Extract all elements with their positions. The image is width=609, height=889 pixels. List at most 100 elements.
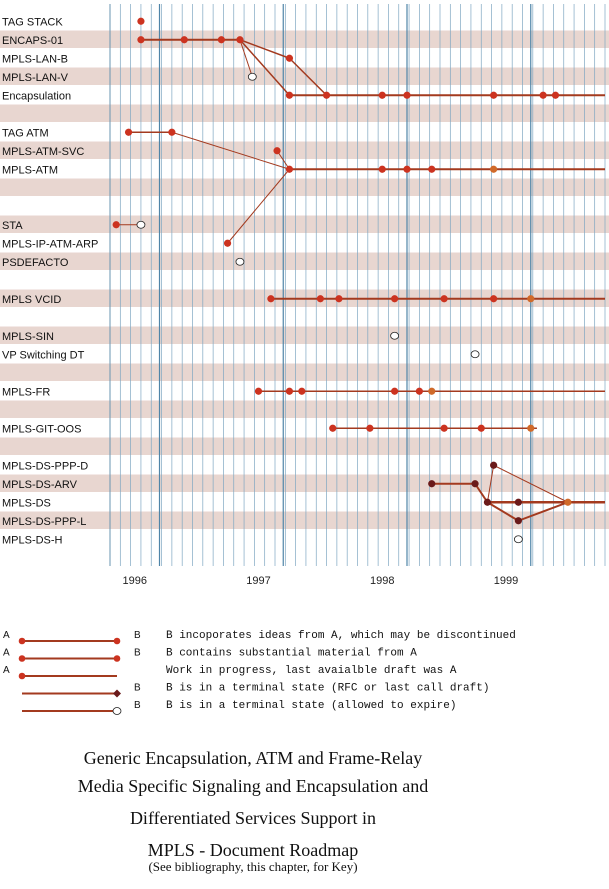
red-point [322,91,331,99]
row-label: STA [2,220,23,232]
row-label: MPLS VCID [2,294,61,306]
row-label: MPLS-IP-ATM-ARP [2,238,98,250]
open-point [235,257,245,266]
row-label: MPLS-DS-ARV [2,479,78,491]
orange-point [490,165,498,173]
red-point [477,424,485,432]
row-label: MPLS-FR [2,386,50,398]
row-label: TAG ATM [2,127,49,139]
red-point [316,295,324,303]
row-stripe [0,474,609,492]
connector-line [239,39,253,77]
open-point [390,331,400,340]
key-description: B incoporates ideas from A, which may be… [166,630,516,642]
caption-line-2: Media Specific Signaling and Encapsulati… [77,776,429,796]
connector-line [493,464,569,503]
red-point [378,165,386,173]
red-point [428,165,436,173]
caption-note: (See bibliography, this chapter, for Key… [148,859,358,874]
grid-lines [109,4,606,566]
key-description: Work in progress, last avaialble draft w… [166,665,457,677]
x-tick-label: 1998 [370,575,394,587]
dark-point [514,517,522,525]
row-label: MPLS-DS-H [2,534,63,546]
row-labels: TAG STACK ENCAPS-01 MPLS-LAN-B MPLS-LAN-V En… [2,16,98,546]
row-label: PSDEFACTO [2,257,69,269]
row-stripe [0,104,609,122]
red-point [236,36,244,44]
red-point [403,91,411,99]
row-label: VP Switching DT [2,349,85,361]
red-point [137,36,145,44]
red-point [329,424,337,432]
red-point [391,295,399,303]
key-description: B is in a terminal state (allowed to exp… [166,700,456,712]
row-stripe [0,252,609,270]
red-point [254,387,263,395]
connector-line [239,39,290,96]
milestone-points [112,17,572,544]
row-stripe [0,437,609,455]
connector-lines [116,39,569,522]
key-end-diamond [113,689,121,698]
x-tick-label: 1999 [494,575,518,587]
row-stripe [0,178,609,196]
row-stripe [0,30,609,48]
connector-line [486,501,519,522]
x-tick-label: 1996 [123,575,147,587]
red-point [124,128,133,136]
connector-line [288,57,328,96]
dark-point [514,498,522,506]
connector-line [474,483,489,503]
row-label: MPLS-LAN-B [2,53,68,65]
open-point [470,350,480,359]
key-b-label: B [134,630,141,641]
key-end-point [113,637,121,645]
red-point [415,387,423,395]
red-point [551,91,560,99]
caption: Generic Encapsulation, ATM and Frame-Rel… [77,748,429,874]
red-point [168,128,176,136]
connector-line [518,501,569,522]
red-point [539,91,547,99]
red-point [273,147,281,155]
row-stripe [0,67,609,85]
caption-line-4: MPLS - Document Roadmap [147,840,359,860]
red-point [285,54,294,62]
key-a-label: A [3,665,10,676]
connector-line [486,465,495,503]
row-stripe [0,400,609,418]
red-point [112,221,120,229]
row-label: MPLS-DS-PPP-D [2,460,88,472]
caption-line-1: Generic Encapsulation, ATM and Frame-Rel… [83,748,423,768]
key-b-label: B [134,683,141,694]
red-point [403,165,411,173]
row-label: TAG STACK [2,16,63,28]
red-point [285,165,294,173]
red-point [298,387,306,395]
dark-point [428,480,436,488]
connector-line [227,168,290,244]
key-description: B is in a terminal state (RFC or last ca… [166,683,489,695]
connector-line [239,39,290,59]
open-point [136,220,146,229]
key-end-open [112,707,122,715]
red-point [391,387,399,395]
red-point [223,239,232,247]
row-label: MPLS-LAN-V [2,72,69,84]
row-label: MPLS-DS-PPP-L [2,516,86,528]
row-label: MPLS-ATM [2,164,58,176]
key-b-label: B [134,700,141,711]
key-b-label: B [134,648,141,659]
red-point [335,295,343,303]
row-stripe [0,511,609,529]
row-label: Encapsulation [2,90,71,102]
key-start-point [18,672,26,680]
red-point [378,91,386,99]
row-stripe [0,363,609,381]
key-description: B contains substantial material from A [166,648,417,660]
red-point [440,295,448,303]
key-start-point [18,637,26,645]
red-point [267,295,275,303]
